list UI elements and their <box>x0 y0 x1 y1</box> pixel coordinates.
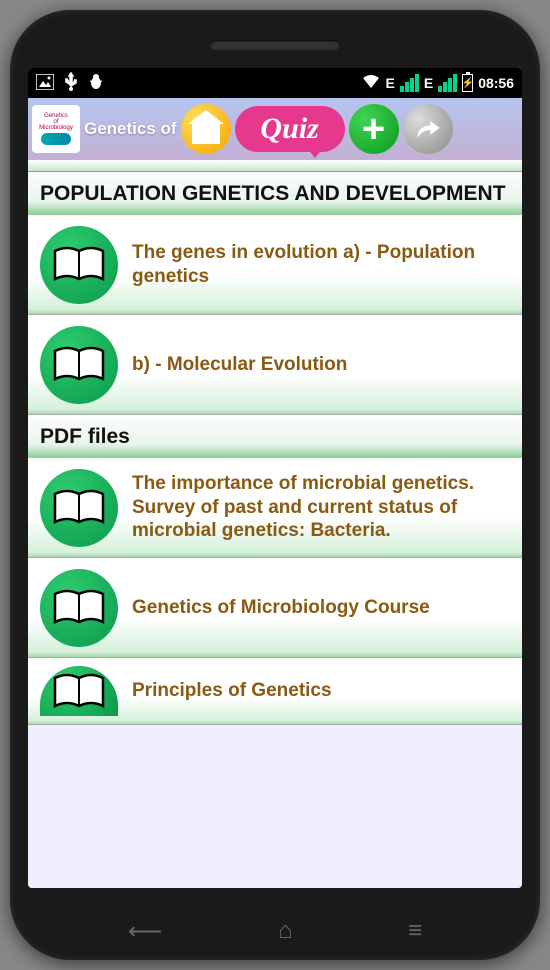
app-title: Genetics of <box>84 119 177 139</box>
book-icon <box>40 569 118 647</box>
list-item[interactable]: The genes in evolution a) - Population g… <box>28 215 522 315</box>
phone-nav: ⟵ ⌂ ≡ <box>10 917 540 946</box>
section-header-population: POPULATION GENETICS AND DEVELOPMENT <box>28 172 522 215</box>
item-text: Principles of Genetics <box>132 679 510 703</box>
content-area: POPULATION GENETICS AND DEVELOPMENT The … <box>28 160 522 888</box>
status-right: E E ⚡ 08:56 <box>361 74 515 93</box>
recent-button[interactable]: ≡ <box>408 917 422 946</box>
clock: 08:56 <box>478 75 514 91</box>
signal-bars-2 <box>438 74 457 92</box>
logo-text-3: Microbiology <box>39 125 73 131</box>
book-icon <box>40 326 118 404</box>
usb-icon <box>64 72 78 95</box>
item-text: The genes in evolution a) - Population g… <box>132 241 510 289</box>
status-left <box>36 72 104 95</box>
home-hw-button[interactable]: ⌂ <box>278 917 293 946</box>
wifi-icon <box>361 74 381 93</box>
item-text: b) - Molecular Evolution <box>132 353 510 377</box>
picture-icon <box>36 74 54 93</box>
phone-speaker <box>210 40 340 50</box>
home-button[interactable] <box>181 104 231 154</box>
dna-icon <box>41 133 71 145</box>
item-text: The importance of microbial genetics. Su… <box>132 472 510 543</box>
list-item[interactable]: The importance of microbial genetics. Su… <box>28 458 522 558</box>
back-button[interactable]: ⟵ <box>128 917 162 946</box>
book-icon <box>40 469 118 547</box>
status-bar: E E ⚡ 08:56 <box>28 68 522 98</box>
app-header: Genetics of Microbiology Genetics of Qui… <box>28 98 522 160</box>
quiz-button[interactable]: Quiz <box>235 106 345 152</box>
net-label-1: E <box>386 75 395 91</box>
book-icon <box>40 226 118 304</box>
battery-icon: ⚡ <box>462 74 473 92</box>
share-button[interactable] <box>403 104 453 154</box>
list-item[interactable]: Genetics of Microbiology Course <box>28 558 522 658</box>
net-label-2: E <box>424 75 433 91</box>
section-header-pdf: PDF files <box>28 415 522 458</box>
phone-frame: E E ⚡ 08:56 Genetics of Microbiology Gen… <box>10 10 540 960</box>
debug-icon <box>88 73 104 94</box>
item-text: Genetics of Microbiology Course <box>132 596 510 620</box>
signal-bars-1 <box>400 74 419 92</box>
screen: E E ⚡ 08:56 Genetics of Microbiology Gen… <box>28 68 522 888</box>
app-logo[interactable]: Genetics of Microbiology <box>32 105 80 153</box>
list-item[interactable]: b) - Molecular Evolution <box>28 315 522 415</box>
book-icon <box>40 666 118 716</box>
top-divider <box>28 160 522 172</box>
list-item[interactable]: Principles of Genetics <box>28 658 522 725</box>
add-button[interactable]: + <box>349 104 399 154</box>
share-arrow-icon <box>414 115 442 143</box>
